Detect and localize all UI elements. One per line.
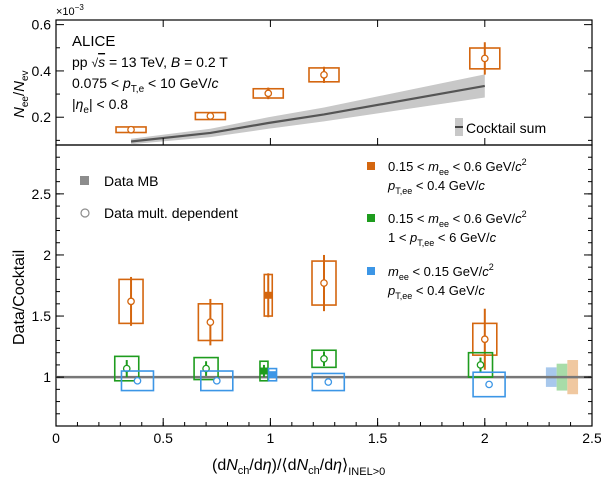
top-data-point: [264, 89, 273, 98]
legend-mult-dep-marker: [80, 208, 90, 218]
top-y-tick-label: 0.6: [32, 17, 52, 33]
top-data-point: [480, 54, 489, 63]
annotation-pt-range: 0.075 < pT,e < 10 GeV/c: [72, 75, 218, 95]
legend-series-1-line2: pT,ee < 0.4 GeV/c: [387, 178, 485, 196]
x-tick-label: 0: [52, 430, 60, 446]
legend-series-2-swatch: [367, 214, 375, 222]
x-axis-label: (dNch/dη)/⟨dNch/dη⟩INEL>0: [212, 457, 385, 478]
series-1-mb-point: [264, 291, 272, 299]
series-2-point: [320, 354, 328, 363]
bottom-y-tick-label: 2: [43, 247, 51, 263]
series-2-sys-box: [311, 349, 337, 369]
annotation-energy: pp √s = 13 TeV, B = 0.2 T: [72, 54, 228, 70]
series-3-sys-box: [311, 372, 346, 392]
x-tick-label: 1: [267, 430, 275, 446]
series-2-sys-box: [193, 356, 219, 381]
annotation-experiment: ALICE: [72, 33, 115, 50]
series-1-point: [127, 297, 135, 306]
x-tick-label: 0.5: [153, 430, 173, 446]
legend-data-mb-marker: [80, 176, 89, 185]
legend-series-3-line1: mee < 0.15 GeV/c2: [388, 262, 494, 282]
top-data-point: [320, 71, 328, 79]
legend-series-2-line2: 1 < pT,ee < 6 GeV/c: [388, 230, 497, 248]
top-axis-ticks: 0.2 0.4 0.6: [32, 17, 593, 145]
legend-series-3-swatch: [367, 267, 375, 275]
cocktail-band-layer: [130, 74, 485, 145]
y-multiplier: ×10−3: [56, 3, 84, 18]
top-data-point: [127, 125, 135, 134]
series-3-sys-box: [120, 370, 155, 392]
bottom-data-layer: [113, 254, 506, 398]
series-2-sys-box: [113, 355, 140, 382]
legend-data-mb-label: Data MB: [104, 173, 158, 189]
series-3-point: [212, 376, 221, 385]
bottom-y-tick-label: 1.5: [32, 308, 52, 324]
series-3-mb-sys-box: [267, 367, 278, 382]
x-tick-label: 1.5: [368, 430, 388, 446]
bottom-background-layer: [56, 360, 592, 395]
series-1-point: [206, 318, 215, 327]
legend-series-1-swatch: [367, 162, 375, 170]
annotation-eta-range: |ηe| < 0.8: [72, 96, 128, 116]
legend-series-2-line1: 0.15 < mee < 0.6 GeV/c2: [388, 209, 527, 229]
series-1-point: [320, 279, 328, 287]
bottom-y-axis-label: Data/Cocktail: [11, 250, 28, 345]
top-y-tick-label: 0.4: [32, 63, 52, 79]
top-data-layer: [115, 42, 501, 134]
series-2-mb-point: [260, 367, 268, 375]
bottom-axis-ticks: 1 1.5 2 2.5 0 0.5 1 1.5 2 2.5: [32, 156, 601, 446]
legend-mult-dep-label: Data mult. dependent: [104, 205, 238, 221]
x-tick-label: 2: [481, 430, 489, 446]
legend-series-1-line1: 0.15 < mee < 0.6 GeV/c2: [388, 157, 527, 177]
series-3-point: [324, 378, 333, 386]
x-tick-label: 2.5: [582, 430, 601, 446]
top-y-tick-label: 0.2: [32, 109, 52, 125]
cocktail-line: [130, 84, 485, 143]
bottom-y-tick-label: 1: [43, 369, 51, 385]
series-1-point: [480, 335, 489, 344]
series-3-sys-box: [472, 371, 506, 398]
bottom-panel-frame: [55, 144, 593, 427]
series-3-point: [485, 380, 493, 389]
series-2-point: [476, 361, 485, 369]
series-3-point: [133, 376, 142, 385]
top-y-axis-label: Nee/Nev: [11, 70, 31, 118]
cocktail-legend-label: Cocktail sum: [466, 120, 546, 136]
bottom-y-tick-label: 2.5: [32, 186, 52, 202]
series-2-sys-box: [467, 351, 494, 378]
series-3-sys-box: [200, 370, 234, 392]
top-data-point: [206, 112, 215, 120]
series-3-mb-point: [269, 371, 277, 379]
legend-series-3-line2: pT,ee < 0.4 GeV/c: [387, 283, 485, 301]
